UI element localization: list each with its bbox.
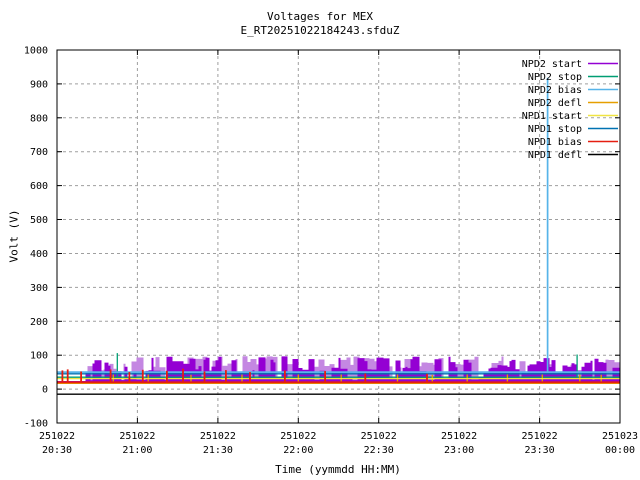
legend-label-npd1-bias: NPD1 bias: [528, 137, 582, 148]
y-tick-label: 0: [42, 385, 48, 396]
x-axis-label: Time (yymmdd HH:MM): [275, 463, 401, 476]
axis-ticks: [56, 49, 621, 424]
x-tick-time: 00:00: [605, 445, 635, 456]
x-tick-date: 251022: [119, 431, 155, 442]
x-tick-date: 251022: [200, 431, 236, 442]
gridlines: [57, 50, 620, 423]
y-tick-labels: -100 0 100 200 300 400 500 600 700 800 900 1000: [24, 46, 48, 430]
chart-subtitle: E_RT20251022184243.sfduZ: [240, 24, 400, 37]
x-tick-time: 21:30: [203, 445, 233, 456]
y-tick-label: 800: [30, 113, 48, 124]
legend-label-npd2-defl: NPD2 defl: [528, 98, 582, 109]
plot-border: [56, 49, 621, 424]
x-tick-date: 251022: [361, 431, 397, 442]
x-tick-date: 251022: [280, 431, 316, 442]
legend: NPD2 start NPD2 stop NPD2 bias NPD2 defl NPD…: [522, 59, 618, 161]
x-tick-time: 20:30: [42, 445, 72, 456]
y-tick-label: 100: [30, 351, 48, 362]
x-tick-date: 251023: [602, 431, 638, 442]
legend-label-npd2-start: NPD2 start: [522, 59, 582, 70]
chart-title: Voltages for MEX: [267, 10, 373, 23]
y-tick-label: 600: [30, 181, 48, 192]
x-tick-date: 251022: [39, 431, 75, 442]
x-tick-date: 251022: [441, 431, 477, 442]
y-tick-label: 700: [30, 147, 48, 158]
legend-label-npd2-bias: NPD2 bias: [528, 85, 582, 96]
x-tick-time: 21:00: [122, 445, 152, 456]
legend-label-npd1-stop: NPD1 stop: [528, 124, 582, 135]
series-npd2-bias: [57, 77, 620, 373]
legend-label-npd1-defl: NPD1 defl: [528, 150, 582, 161]
y-tick-label: 900: [30, 79, 48, 90]
y-tick-label: 500: [30, 215, 48, 226]
y-tick-label: 1000: [24, 46, 48, 57]
y-tick-label: 400: [30, 249, 48, 260]
x-tick-time: 23:30: [525, 445, 555, 456]
x-tick-time: 23:00: [444, 445, 474, 456]
x-tick-time: 22:00: [283, 445, 313, 456]
legend-label-npd1-start: NPD1 start: [522, 111, 582, 122]
y-tick-label: 200: [30, 317, 48, 328]
x-tick-labels: 251022 20:30 251022 21:00 251022 21:30 251022 2…: [39, 431, 638, 456]
x-tick-time: 22:30: [364, 445, 394, 456]
x-tick-date: 251022: [522, 431, 558, 442]
legend-label-npd2-stop: NPD2 stop: [528, 72, 582, 83]
series-npd1-bias: [57, 368, 620, 384]
y-tick-label: -100: [24, 419, 48, 430]
y-tick-label: 300: [30, 283, 48, 294]
y-axis-label: Volt (V): [7, 209, 21, 263]
